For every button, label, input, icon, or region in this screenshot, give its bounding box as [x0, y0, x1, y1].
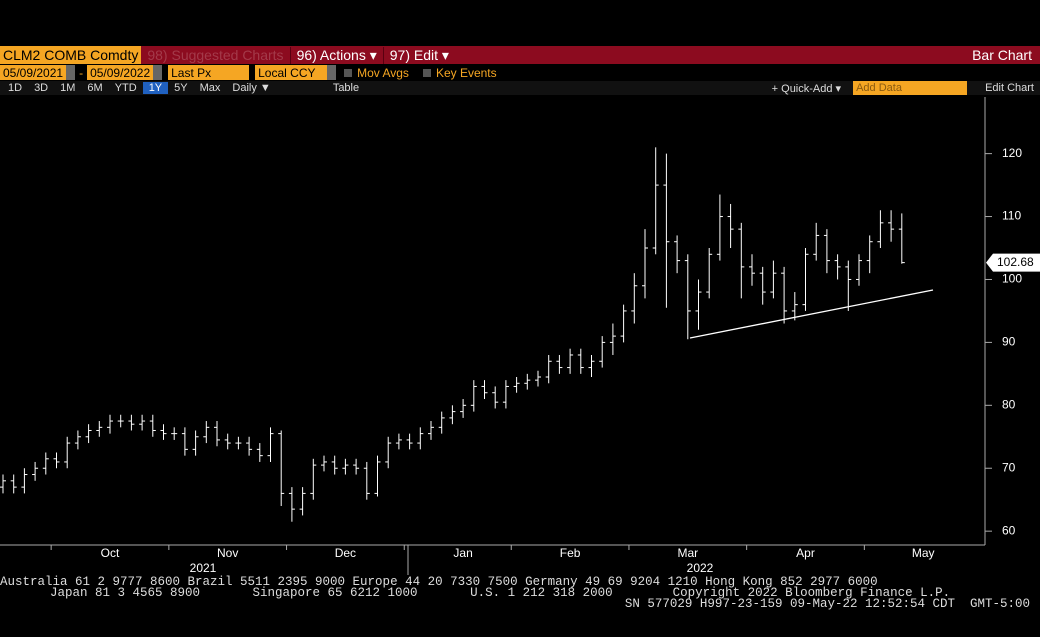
start-date[interactable]: 05/09/2021 — [0, 65, 67, 80]
period-button[interactable]: YTD — [114, 82, 137, 94]
suggested-charts[interactable]: 98) Suggested Charts — [147, 47, 284, 63]
ticker[interactable]: CLM2 COMB Comdty — [0, 46, 142, 64]
period-button[interactable]: 6M — [87, 82, 103, 94]
year-label: 2021 — [190, 561, 217, 575]
x-tick-label: Apr — [796, 546, 815, 560]
key-events[interactable]: Key Events — [435, 65, 497, 80]
title-bar: CLM2 COMB Comdty 98) Suggested Charts 96… — [0, 46, 1040, 64]
x-tick-label: Dec — [335, 546, 356, 560]
period-button[interactable]: 1M — [60, 82, 76, 94]
period-button[interactable]: 3D — [34, 82, 49, 94]
x-tick-label: Oct — [101, 546, 120, 560]
y-tick-label: 110 — [1002, 209, 1021, 223]
chart-kind: Bar Chart — [972, 47, 1032, 63]
x-tick-label: May — [912, 546, 935, 560]
y-tick-label: 80 — [1002, 397, 1016, 411]
settings-bar: 05/09/2021 - 05/09/2022 Last Px Local CC… — [0, 65, 1040, 80]
period-bar: 1D 3D 1M 6M YTD 1Y 5Y Max Daily ▼ Table + Quick… — [0, 81, 1040, 95]
mov-avgs[interactable]: Mov Avgs — [357, 65, 409, 80]
year-label: 2022 — [687, 561, 714, 575]
y-tick-label: 120 — [1002, 146, 1022, 160]
trend-line — [689, 289, 934, 339]
y-tick-label: 70 — [1002, 460, 1016, 474]
x-tick-label: Mar — [677, 546, 698, 560]
add-data[interactable]: Add Data — [853, 81, 968, 95]
y-tick-label: 60 — [1002, 523, 1016, 537]
footer-line: SN 577029 H997-23-159 09-May-22 12:52:54… — [624, 597, 1030, 611]
period-button[interactable]: 1Y — [142, 82, 169, 94]
footer-line: Japan 81 3 4565 8900 Singapore 65 6212 1… — [50, 586, 951, 600]
edit-chart[interactable]: Edit Chart — [985, 82, 1034, 94]
last-price-box — [986, 253, 1040, 272]
last-price-label: 102.68 — [997, 255, 1034, 269]
date-dash: - — [79, 65, 84, 80]
footer-line: Australia 61 2 9777 8600 Brazil 5511 239… — [0, 575, 878, 589]
quick-add[interactable]: + Quick-Add ▾ — [771, 82, 842, 95]
period-button[interactable]: 5Y — [174, 82, 188, 94]
y-tick-label: 90 — [1002, 335, 1016, 349]
end-date[interactable]: 05/09/2022 — [87, 65, 154, 80]
x-tick-label: Feb — [560, 546, 581, 560]
edit-menu[interactable]: 97) Edit ▾ — [382, 46, 455, 64]
field[interactable]: Last Px — [168, 65, 250, 80]
frequency[interactable]: Daily ▼ — [232, 82, 271, 94]
period-button[interactable]: 1D — [8, 82, 23, 94]
currency[interactable]: Local CCY — [255, 65, 328, 80]
table-button[interactable]: Table — [332, 82, 360, 94]
y-tick-label: 100 — [1002, 272, 1022, 286]
chart: 60 70 80 90 100 110 120 Oct Nov Dec Jan Feb Mar Apr Ma… — [0, 97, 1040, 575]
x-tick-label: Jan — [453, 546, 472, 560]
actions-menu[interactable]: 96) Actions ▾ — [289, 46, 383, 64]
x-tick-label: Nov — [217, 546, 238, 560]
period-button[interactable]: Max — [199, 82, 221, 94]
